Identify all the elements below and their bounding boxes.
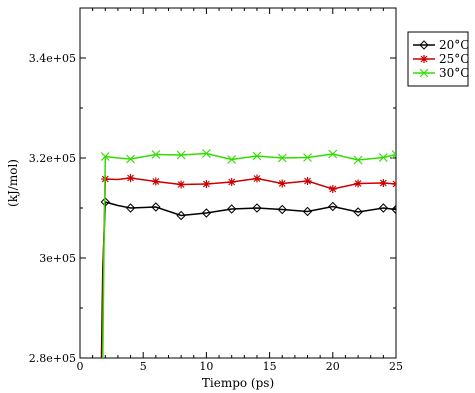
series-1 xyxy=(101,174,396,358)
series-marker xyxy=(379,179,388,187)
series-marker xyxy=(353,155,363,165)
series-line xyxy=(101,177,396,358)
series-line xyxy=(100,201,396,358)
series-marker xyxy=(392,180,396,188)
x-axis: 0 5 10 15 20 25 xyxy=(77,8,403,373)
x-tick-label: 15 xyxy=(263,360,277,373)
series-marker xyxy=(125,203,136,213)
legend-label: 25°C xyxy=(439,52,469,66)
series-marker xyxy=(126,154,135,164)
x-tick-label: 5 xyxy=(140,360,147,373)
series-marker xyxy=(227,178,236,186)
y-tick-label: 2.8e+05 xyxy=(29,352,76,365)
series-marker xyxy=(252,151,262,161)
series-marker xyxy=(303,177,312,185)
legend-marker xyxy=(420,55,428,63)
y-axis-label: (kJ/mol) xyxy=(6,159,20,207)
legend-label: 30°C xyxy=(439,66,469,80)
series-marker xyxy=(277,153,287,163)
y-tick-label: 3.2e+05 xyxy=(29,152,76,165)
y-tick-label: 3e+05 xyxy=(39,252,76,265)
series-marker xyxy=(202,180,211,188)
series-marker xyxy=(151,202,161,212)
series-layer xyxy=(100,149,396,358)
series-marker xyxy=(227,155,237,164)
y-axis: 2.8e+05 3e+05 3.2e+05 3.4e+05 xyxy=(29,52,396,365)
series-marker xyxy=(100,152,110,161)
series-marker xyxy=(252,203,262,213)
series-marker xyxy=(176,150,186,160)
series-marker xyxy=(201,208,212,218)
x-tick-label: 10 xyxy=(199,360,213,373)
series-marker xyxy=(353,207,363,217)
series-marker xyxy=(328,185,337,193)
series-marker xyxy=(151,177,160,186)
series-marker xyxy=(126,174,135,182)
legend-marker xyxy=(419,40,429,50)
series-marker xyxy=(277,204,287,215)
x-axis-label: Tiempo (ps) xyxy=(202,376,274,390)
x-tick-label: 25 xyxy=(389,360,403,373)
series-marker xyxy=(354,179,363,188)
series-marker xyxy=(201,149,211,158)
series-marker xyxy=(151,150,161,159)
series-marker xyxy=(278,179,287,188)
series-marker xyxy=(176,210,186,221)
series-marker xyxy=(378,203,389,213)
series-marker xyxy=(328,201,338,212)
series-marker xyxy=(302,206,313,217)
series-marker xyxy=(252,174,261,183)
series-marker xyxy=(328,149,338,159)
x-tick-label: 20 xyxy=(326,360,340,373)
series-marker xyxy=(378,153,388,162)
series-2 xyxy=(100,149,396,358)
series-marker xyxy=(303,153,312,162)
series-line xyxy=(102,152,396,358)
series-marker xyxy=(391,204,396,215)
series-marker xyxy=(391,150,396,159)
plot-area-frame xyxy=(79,7,397,359)
legend-label: 20°C xyxy=(439,38,469,52)
series-marker xyxy=(177,180,186,189)
series-0 xyxy=(100,197,396,358)
legend: 20°C25°C30°C xyxy=(407,31,469,87)
legend-marker xyxy=(419,68,429,78)
x-tick-label: 0 xyxy=(77,360,84,373)
series-marker xyxy=(226,204,237,214)
y-tick-label: 3.4e+05 xyxy=(29,52,76,65)
